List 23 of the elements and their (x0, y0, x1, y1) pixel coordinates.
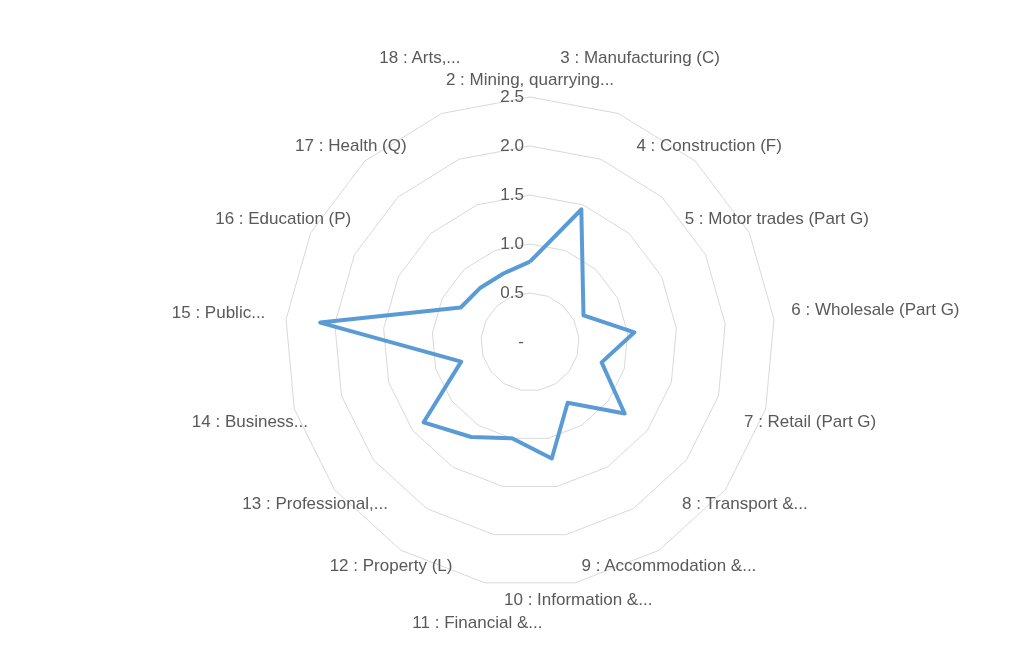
y-tick-label: 1.0 (500, 234, 524, 253)
spoke-label: 17 : Health (Q) (295, 135, 407, 155)
y-tick-label: 2.0 (500, 136, 524, 155)
y-tick-label: - (518, 332, 524, 351)
spoke-label: 2 : Mining, quarrying... (445, 70, 615, 89)
spoke-label: 3 : Manufacturing (C) (560, 47, 720, 67)
spoke-label: 8 : Transport &... (682, 494, 808, 514)
spoke-label: 14 : Business... (191, 411, 309, 431)
spoke-label: 12 : Property (L) (329, 556, 453, 576)
spoke-label: 16 : Education (P) (215, 209, 352, 229)
spoke-label: 9 : Accommodation &... (581, 556, 757, 576)
spoke-label: 6 : Wholesale (Part G) (791, 299, 960, 319)
y-tick-label: 1.5 (500, 185, 524, 204)
spoke-label: 7 : Retail (Part G) (743, 411, 877, 431)
spoke-label: 13 : Professional,... (242, 494, 388, 514)
spoke-label: 11 : Financial &... (412, 613, 543, 633)
spoke-label: 18 : Arts,... (379, 47, 461, 67)
y-tick-label: 0.5 (500, 283, 524, 302)
spoke-label: 5 : Motor trades (Part G) (684, 209, 869, 229)
spoke-label: 4 : Construction (F) (636, 135, 782, 155)
y-tick-label: 2.5 (500, 87, 524, 106)
spoke-label: 15 : Public... (171, 303, 266, 323)
spoke-label: 10 : Information &... (504, 589, 653, 609)
